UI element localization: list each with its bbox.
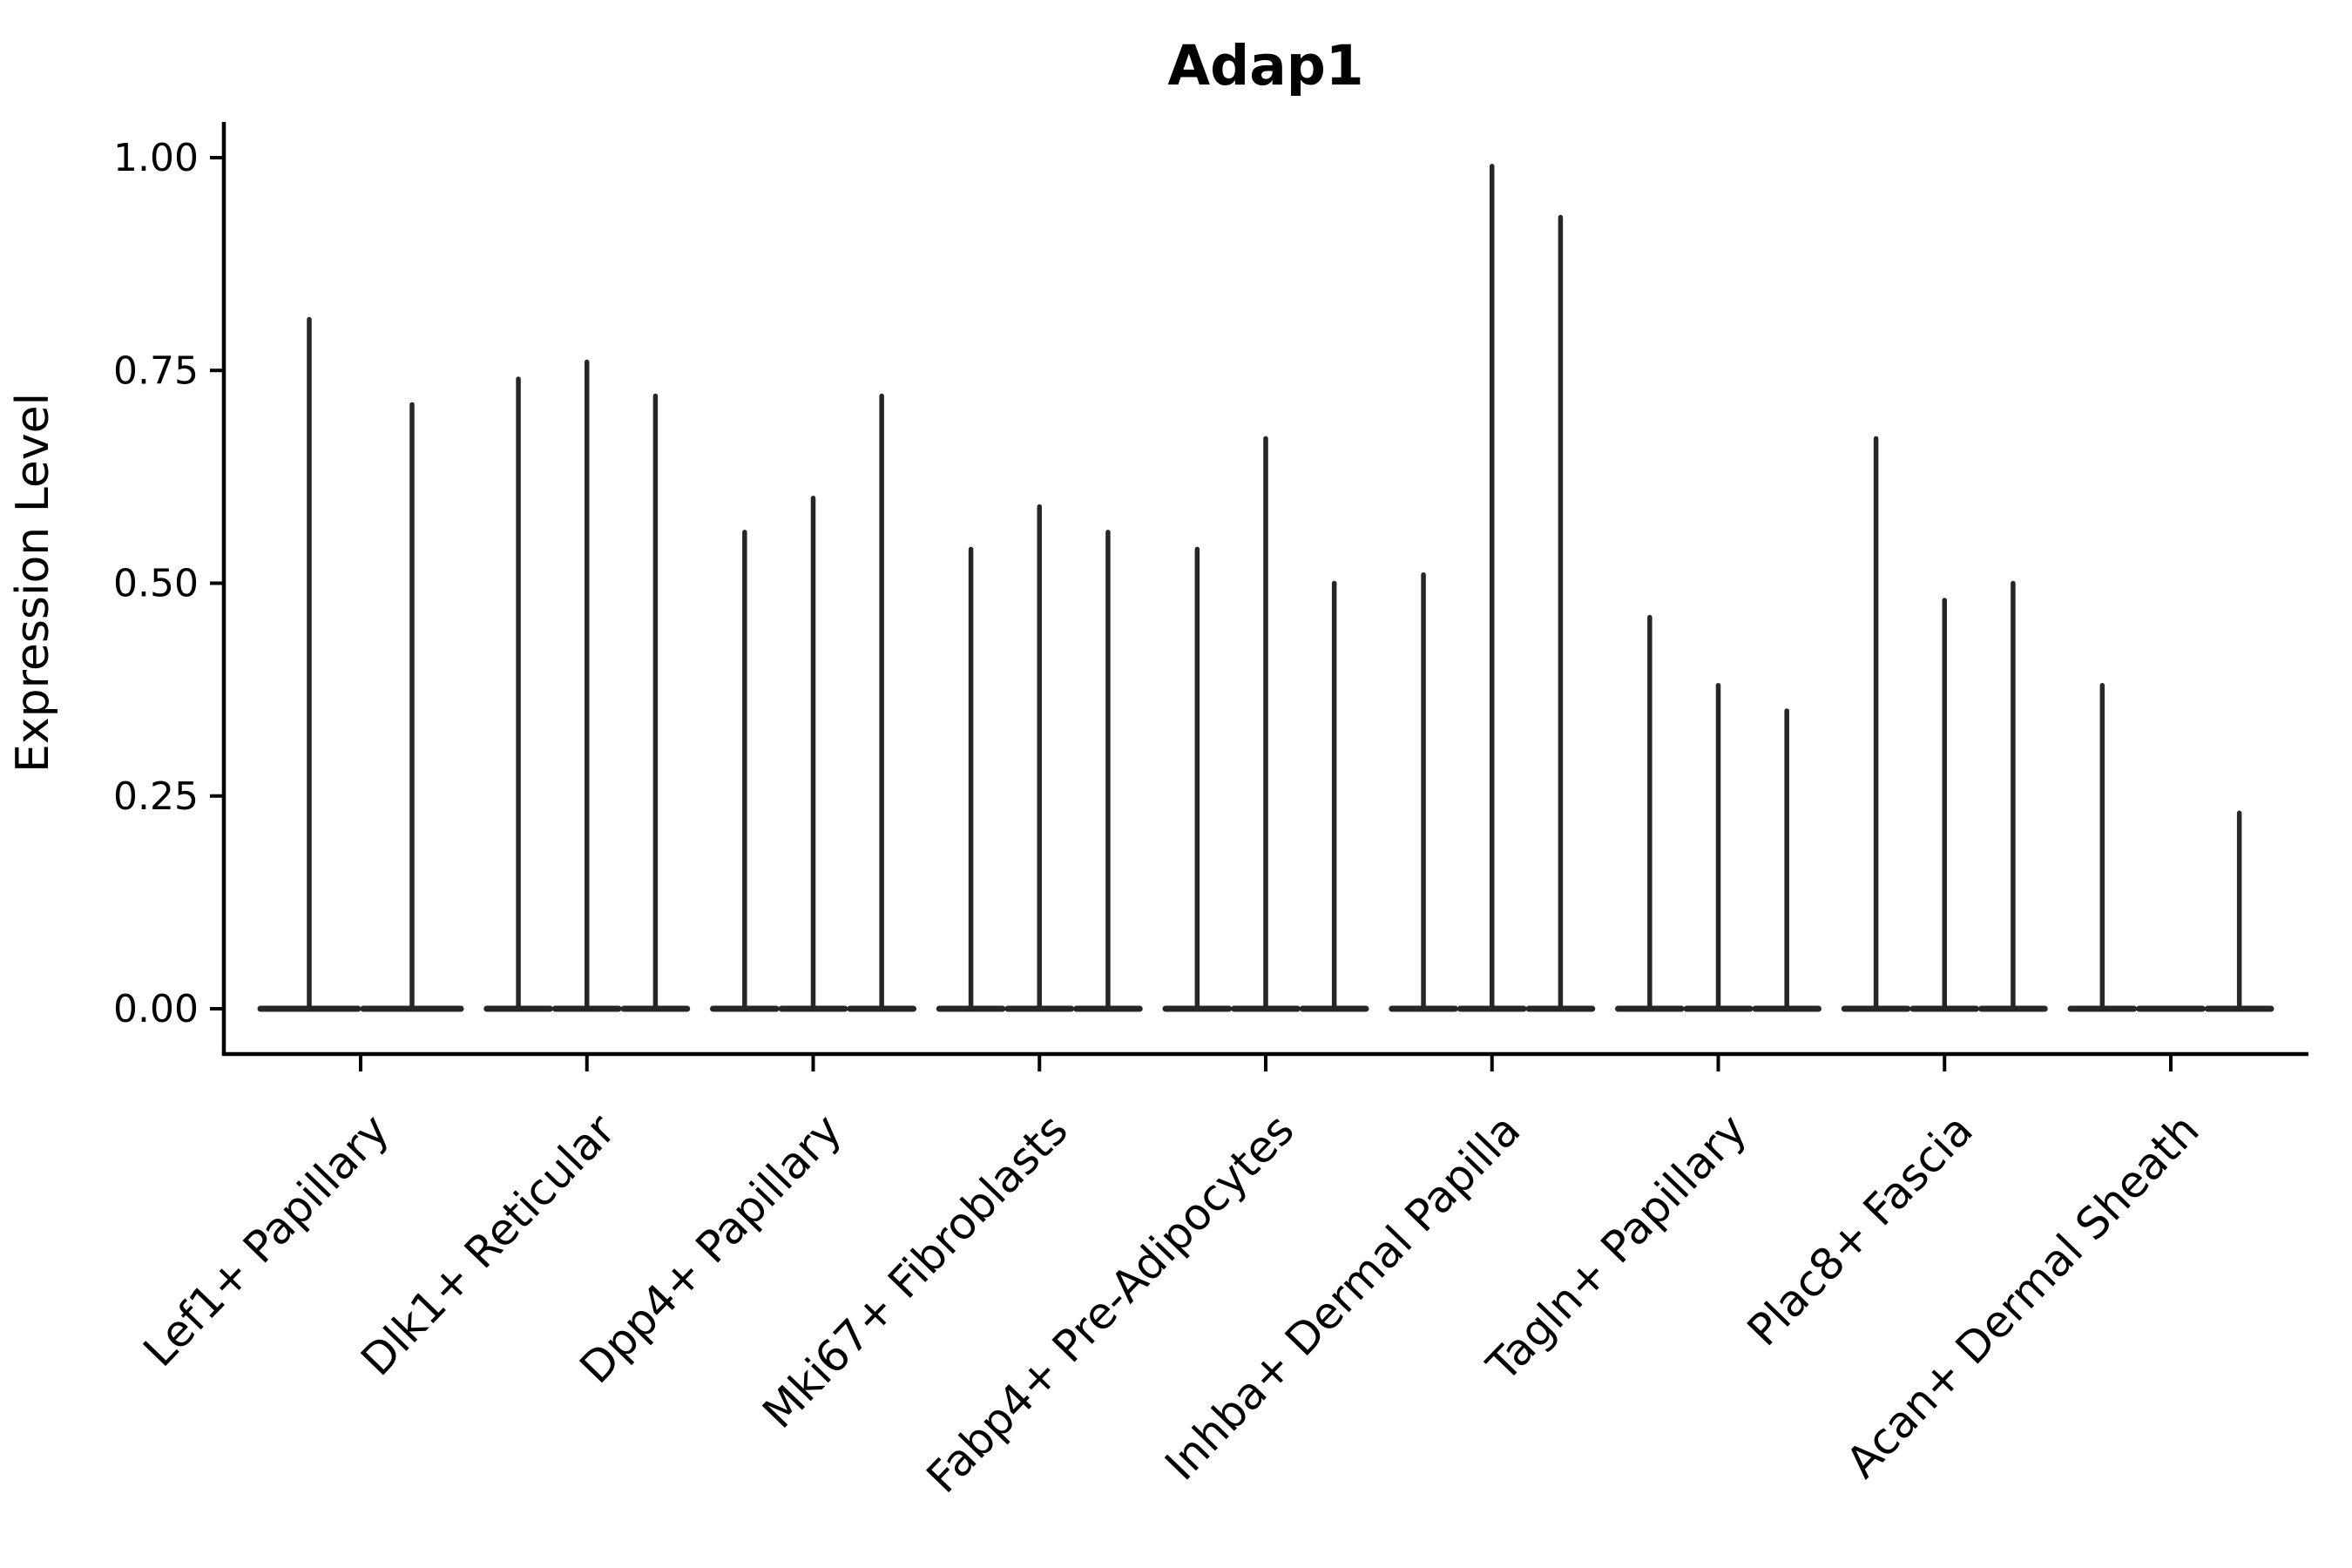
y-tick-group: 0.00 0.25 0.50 0.75 1.00 (113, 136, 224, 1031)
x-tick-group (359, 1054, 2173, 1071)
violin-group (1389, 164, 1596, 1012)
x-tick-label: Lef1+ Papillary (134, 1105, 399, 1376)
x-tick-label: Fabp4+ Pre-Adipocytes (917, 1105, 1304, 1503)
violin-group (483, 359, 691, 1012)
violin-group (710, 393, 916, 1012)
violin-group (1615, 614, 1821, 1012)
plot-title: Adap1 (1167, 34, 1363, 98)
violin-group (1162, 436, 1369, 1012)
y-tick-label: 1.00 (113, 136, 199, 180)
y-axis-title: Expression Level (7, 393, 59, 773)
violin-group (936, 504, 1143, 1012)
violin-group (257, 316, 464, 1012)
violin-group (1841, 436, 2048, 1012)
y-tick-label: 0.75 (113, 348, 199, 393)
violins-group (257, 164, 2274, 1012)
violin-group (2067, 682, 2274, 1012)
y-tick-label: 0.25 (113, 774, 199, 819)
y-tick-label: 0.00 (113, 987, 199, 1031)
y-tick-label: 0.50 (113, 562, 199, 606)
x-tick-label: Plac8+ Fascia (1738, 1105, 1983, 1355)
